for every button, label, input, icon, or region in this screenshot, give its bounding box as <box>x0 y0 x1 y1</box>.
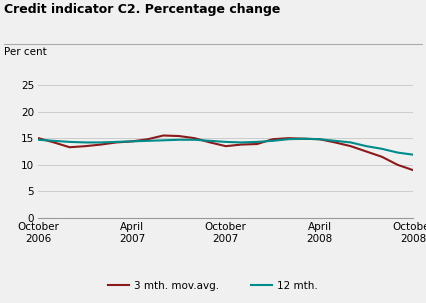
12 mth. <box>98 141 104 144</box>
12 mth. <box>270 139 275 143</box>
12 mth. <box>348 141 353 144</box>
Legend: 3 mth. mov.avg., 12 mth.: 3 mth. mov.avg., 12 mth. <box>104 276 322 295</box>
12 mth. <box>411 153 416 157</box>
3 mth. mov.avg. <box>301 137 306 141</box>
3 mth. mov.avg. <box>161 134 166 137</box>
3 mth. mov.avg. <box>317 138 322 141</box>
12 mth. <box>380 147 385 151</box>
3 mth. mov.avg. <box>145 138 150 141</box>
3 mth. mov.avg. <box>67 145 72 149</box>
3 mth. mov.avg. <box>207 141 213 144</box>
3 mth. mov.avg. <box>83 144 88 148</box>
12 mth. <box>52 139 57 143</box>
12 mth. <box>145 139 150 143</box>
3 mth. mov.avg. <box>52 141 57 144</box>
Text: Per cent: Per cent <box>4 47 47 57</box>
3 mth. mov.avg. <box>270 138 275 141</box>
12 mth. <box>333 139 338 143</box>
Text: Credit indicator C2. Percentage change: Credit indicator C2. Percentage change <box>4 3 281 16</box>
3 mth. mov.avg. <box>411 168 416 172</box>
12 mth. <box>239 141 244 144</box>
12 mth. <box>114 140 119 144</box>
12 mth. <box>36 138 41 142</box>
3 mth. mov.avg. <box>348 144 353 148</box>
12 mth. <box>364 144 369 148</box>
12 mth. <box>254 140 259 144</box>
3 mth. mov.avg. <box>114 141 119 144</box>
3 mth. mov.avg. <box>239 143 244 146</box>
12 mth. <box>130 140 135 143</box>
3 mth. mov.avg. <box>380 155 385 159</box>
12 mth. <box>207 139 213 143</box>
12 mth. <box>192 138 197 142</box>
3 mth. mov.avg. <box>130 140 135 143</box>
3 mth. mov.avg. <box>333 141 338 144</box>
12 mth. <box>301 137 306 141</box>
12 mth. <box>395 151 400 155</box>
Line: 12 mth.: 12 mth. <box>38 139 413 155</box>
12 mth. <box>67 140 72 144</box>
12 mth. <box>176 138 181 142</box>
3 mth. mov.avg. <box>254 142 259 146</box>
3 mth. mov.avg. <box>192 136 197 140</box>
3 mth. mov.avg. <box>223 144 228 148</box>
12 mth. <box>317 138 322 141</box>
3 mth. mov.avg. <box>176 134 181 138</box>
12 mth. <box>83 141 88 144</box>
12 mth. <box>286 138 291 141</box>
12 mth. <box>161 138 166 142</box>
Line: 3 mth. mov.avg.: 3 mth. mov.avg. <box>38 135 413 170</box>
3 mth. mov.avg. <box>395 163 400 167</box>
3 mth. mov.avg. <box>36 136 41 140</box>
3 mth. mov.avg. <box>364 150 369 153</box>
12 mth. <box>223 140 228 144</box>
3 mth. mov.avg. <box>98 143 104 146</box>
3 mth. mov.avg. <box>286 136 291 140</box>
